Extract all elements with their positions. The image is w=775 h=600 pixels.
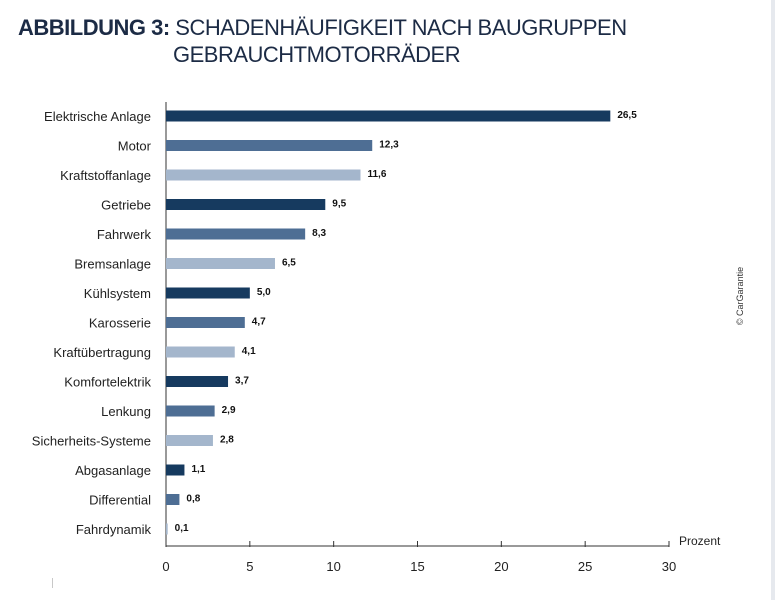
value-label: 9,5 <box>332 199 346 210</box>
value-label: 11,6 <box>367 169 386 180</box>
category-label: Kühlsystem <box>84 286 151 301</box>
bar <box>166 287 250 299</box>
category-label: Karosserie <box>89 316 151 331</box>
copyright-text: © CarGarantie <box>735 266 745 326</box>
x-axis-label: Prozent <box>679 534 721 548</box>
category-label: Differential <box>89 493 151 508</box>
figure-number: ABBILDUNG 3: <box>18 15 170 40</box>
value-label: 4,1 <box>242 346 256 357</box>
value-label: 2,9 <box>222 405 236 416</box>
bar <box>166 523 168 535</box>
value-label: 12,3 <box>379 140 399 151</box>
value-label: 5,0 <box>257 287 271 298</box>
category-label: Kraftstoffanlage <box>60 168 151 183</box>
x-tick-label: 15 <box>410 559 424 574</box>
value-label: 2,8 <box>220 435 234 446</box>
title-line-2: GEBRAUCHTMOTORRÄDER <box>173 42 461 67</box>
value-label: 0,8 <box>186 494 200 505</box>
category-label: Motor <box>118 139 152 154</box>
value-label: 4,7 <box>252 317 266 328</box>
category-label: Kraftübertragung <box>53 345 151 360</box>
category-label: Fahrwerk <box>97 227 152 242</box>
value-label: 0,1 <box>175 523 189 534</box>
bar <box>166 494 180 505</box>
category-label: Fahrdynamik <box>76 522 152 537</box>
value-label: 26,5 <box>617 110 637 121</box>
copyright-note: © CarGarantie <box>706 262 775 332</box>
value-label: 1,1 <box>191 464 205 475</box>
category-label: Bremsanlage <box>74 257 151 272</box>
bar <box>166 140 373 151</box>
x-tick-label: 30 <box>662 559 676 574</box>
bar <box>166 228 306 240</box>
category-label: Getriebe <box>101 198 151 213</box>
value-label: 3,7 <box>235 376 249 387</box>
category-label: Sicherheits-Systeme <box>32 434 151 449</box>
bar <box>166 435 213 446</box>
bar <box>166 199 326 210</box>
bar <box>166 464 185 476</box>
bar <box>166 317 245 328</box>
title-line-1: SCHADENHÄUFIGKEIT NACH BAUGRUPPEN <box>175 15 627 40</box>
x-tick-label: 10 <box>326 559 340 574</box>
bar <box>166 346 235 358</box>
category-label: Abgasanlage <box>75 463 151 478</box>
value-label: 8,3 <box>312 228 326 239</box>
x-tick-label: 20 <box>494 559 508 574</box>
category-label: Elektrische Anlage <box>44 109 151 124</box>
page-mark <box>52 578 53 588</box>
x-tick-label: 5 <box>246 559 253 574</box>
category-label: Lenkung <box>101 404 151 419</box>
bar <box>166 169 361 181</box>
bar <box>166 258 275 269</box>
bar <box>166 110 611 122</box>
page-edge <box>771 0 775 600</box>
chart-title: ABBILDUNG 3: SCHADENHÄUFIGKEIT NACH BAUG… <box>18 14 627 68</box>
bar <box>166 405 215 417</box>
x-tick-label: 0 <box>162 559 169 574</box>
bar <box>166 376 229 387</box>
category-label: Komfortelektrik <box>64 375 151 390</box>
x-tick-label: 25 <box>578 559 592 574</box>
value-label: 6,5 <box>282 258 296 269</box>
